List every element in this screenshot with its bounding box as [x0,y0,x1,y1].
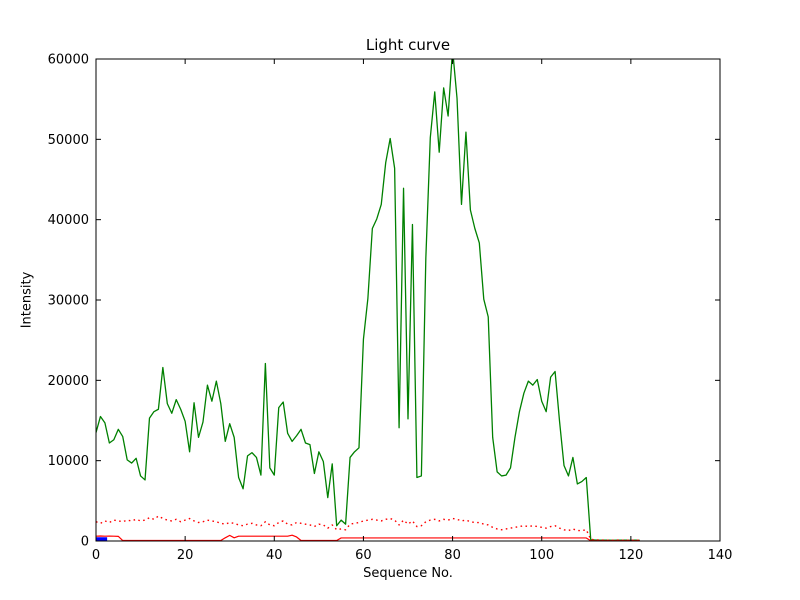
chart-title: Light curve [365,36,451,54]
x-tick-label: 100 [529,548,554,563]
series-comparison-dotted [96,515,640,541]
x-tick-label: 60 [355,548,372,563]
series-object-intensity [96,59,640,541]
y-tick-label: 60000 [48,53,89,68]
x-axis-label: Sequence No. [363,566,453,581]
y-tick-label: 50000 [48,133,89,148]
x-tick-label: 140 [708,548,733,563]
x-tick-label: 20 [177,548,194,563]
x-tick-label: 80 [444,548,461,563]
x-tick-label: 120 [618,548,643,563]
y-tick-label: 10000 [48,454,89,469]
axes-frame [95,58,721,542]
y-tick-label: 0 [81,535,89,550]
x-tick-label: 40 [266,548,283,563]
y-tick-label: 30000 [48,294,89,309]
series-background-solid [96,534,640,541]
x-tick-label: 0 [92,548,100,563]
y-tick-label: 40000 [48,213,89,228]
y-tick-label: 20000 [48,374,89,389]
